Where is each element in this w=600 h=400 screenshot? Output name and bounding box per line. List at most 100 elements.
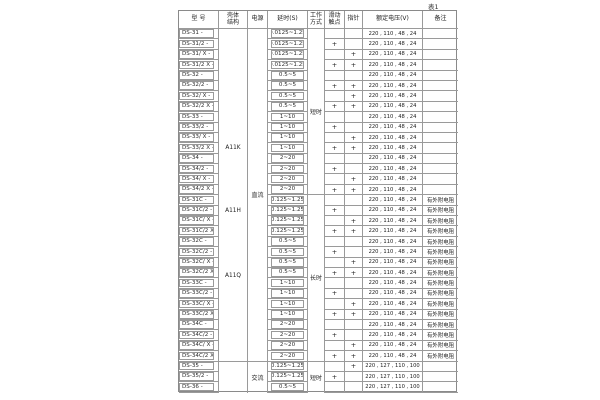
note-cell: 有外附电阻 — [423, 216, 458, 227]
voltage-cell: 220 , 110 , 48 , 24 — [363, 39, 423, 50]
note-cell — [423, 39, 458, 50]
note-cell: 有外附电阻 — [423, 289, 458, 300]
slide-contact-mark-cell — [325, 319, 345, 331]
header-case-structure: 壳体 结构 — [219, 11, 248, 29]
delay-cell: 0.5~5 — [268, 257, 308, 268]
model-cell: DS-34 - — [179, 153, 219, 165]
pointer-mark-cell — [345, 288, 363, 300]
model-cell: DS-34C/2 - — [179, 330, 219, 341]
model-cell: DS-35/2 - — [179, 371, 219, 383]
header-power: 电源 — [248, 11, 268, 29]
table-number-label: 表1 — [428, 3, 439, 11]
model-cell: DS-31C/2 X - — [179, 226, 219, 237]
voltage-cell: 220 , 110 , 48 , 24 — [363, 164, 423, 175]
delay-cell: 1~10 — [268, 288, 308, 300]
pointer-mark-cell: + — [345, 91, 363, 102]
delay-cell: 1~10 — [268, 143, 308, 154]
model-cell: DS-32C/2 X - — [179, 267, 219, 279]
delay-cell: 2~20 — [268, 174, 308, 185]
slide-contact-mark-cell — [325, 257, 345, 268]
delay-cell: 0.0125~1.25 — [268, 39, 308, 50]
power-cell-ac: 交流 — [248, 361, 268, 393]
model-cell: DS-33 - — [179, 112, 219, 123]
case-label-a11q: A11Q — [225, 273, 241, 279]
pointer-mark-cell — [345, 195, 363, 206]
model-cell: DS-32C - — [179, 236, 219, 248]
voltage-cell: 220 , 110 , 48 , 24 — [363, 299, 423, 310]
voltage-cell: 220 , 127 , 110 , 100 — [363, 382, 423, 393]
voltage-cell: 220 , 127 , 110 , 100 — [363, 371, 423, 383]
pointer-mark-cell: + — [345, 132, 363, 144]
pointer-mark-cell — [345, 247, 363, 258]
pointer-mark-cell: + — [345, 174, 363, 185]
note-cell — [423, 60, 458, 71]
delay-cell: 0.0125~1.25 — [268, 60, 308, 71]
note-cell — [423, 174, 458, 185]
delay-cell: 0.125~1.25 — [268, 205, 308, 217]
voltage-cell: 220 , 110 , 48 , 24 — [363, 195, 423, 206]
delay-cell: 0.5~5 — [268, 80, 308, 92]
pointer-mark-cell — [345, 382, 363, 393]
voltage-cell: 220 , 110 , 48 , 24 — [363, 29, 423, 40]
voltage-cell: 220 , 110 , 48 , 24 — [363, 205, 423, 217]
pointer-mark-cell — [345, 122, 363, 133]
note-cell: 有外附电阻 — [423, 226, 458, 237]
delay-cell: 0.125~1.25 — [268, 195, 308, 206]
pointer-mark-cell — [345, 39, 363, 50]
model-cell: DS-34/ X - — [179, 174, 219, 185]
pointer-mark-cell — [345, 205, 363, 217]
delay-cell: 0.5~5 — [268, 382, 308, 393]
delay-cell: 2~20 — [268, 164, 308, 175]
slide-contact-mark-cell — [325, 112, 345, 123]
note-cell — [423, 81, 458, 92]
slide-contact-mark-cell — [325, 361, 345, 372]
model-cell: DS-31C - — [179, 195, 219, 206]
slide-contact-mark-cell — [325, 340, 345, 352]
slide-contact-mark-cell: + — [325, 226, 345, 237]
model-cell: DS-31/2 - — [179, 39, 219, 50]
note-cell — [423, 102, 458, 113]
mode-cell-short-2: 短时 — [308, 361, 325, 393]
slide-contact-mark-cell — [325, 153, 345, 165]
slide-contact-mark-cell — [325, 91, 345, 102]
model-cell: DS-34/2 X - — [179, 184, 219, 196]
voltage-cell: 220 , 110 , 48 , 24 — [363, 132, 423, 144]
voltage-cell: 220 , 110 , 48 , 24 — [363, 330, 423, 341]
model-cell: DS-33/2 - — [179, 122, 219, 133]
delay-cell: 2~20 — [268, 153, 308, 165]
delay-cell: 1~10 — [268, 309, 308, 320]
case-structure-cell-empty — [219, 361, 248, 393]
note-cell — [423, 133, 458, 144]
delay-cell: 0.125~1.25 — [268, 361, 308, 372]
note-cell: 有外附电阻 — [423, 237, 458, 248]
model-cell: DS-32/ X - — [179, 91, 219, 102]
delay-cell: 0.125~1.25 — [268, 216, 308, 227]
note-cell — [423, 154, 458, 165]
pointer-mark-cell — [345, 153, 363, 165]
voltage-cell: 220 , 110 , 48 , 24 — [363, 351, 423, 362]
voltage-cell: 220 , 110 , 48 , 24 — [363, 112, 423, 123]
mode-cell-short: 短时 — [308, 29, 325, 196]
delay-cell: 2~20 — [268, 319, 308, 331]
note-cell: 有外附电阻 — [423, 330, 458, 341]
pointer-mark-cell: + — [345, 351, 363, 362]
case-structure-cell: A11K A11H A11Q — [219, 29, 248, 362]
voltage-cell: 220 , 110 , 48 , 24 — [363, 184, 423, 196]
voltage-cell: 220 , 110 , 48 , 24 — [363, 60, 423, 71]
slide-contact-mark-cell — [325, 174, 345, 185]
model-cell: DS-34C/ X - — [179, 340, 219, 352]
model-cell: DS-35 - — [179, 361, 219, 372]
slide-contact-mark-cell: + — [325, 267, 345, 279]
pointer-mark-cell — [345, 278, 363, 289]
model-cell: DS-31 - — [179, 29, 219, 40]
model-cell: DS-32C/ X - — [179, 257, 219, 268]
slide-contact-mark-cell — [325, 382, 345, 393]
slide-contact-mark-cell — [325, 132, 345, 144]
note-cell — [423, 112, 458, 123]
delay-cell: 0.5~5 — [268, 236, 308, 248]
voltage-cell: 220 , 110 , 48 , 24 — [363, 226, 423, 237]
pointer-mark-cell — [345, 319, 363, 331]
pointer-mark-cell: + — [345, 340, 363, 352]
pointer-mark-cell: + — [345, 257, 363, 268]
note-cell — [423, 372, 458, 383]
